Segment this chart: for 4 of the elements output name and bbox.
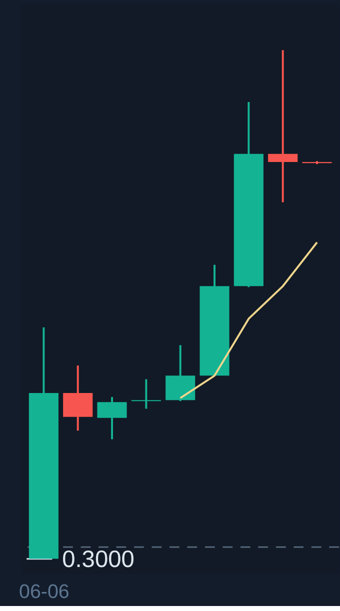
candlestick <box>268 49 298 204</box>
candlestick <box>131 378 161 410</box>
annotation: 0.3000 <box>62 546 134 573</box>
x-tick-label: 06-06 <box>18 581 70 604</box>
